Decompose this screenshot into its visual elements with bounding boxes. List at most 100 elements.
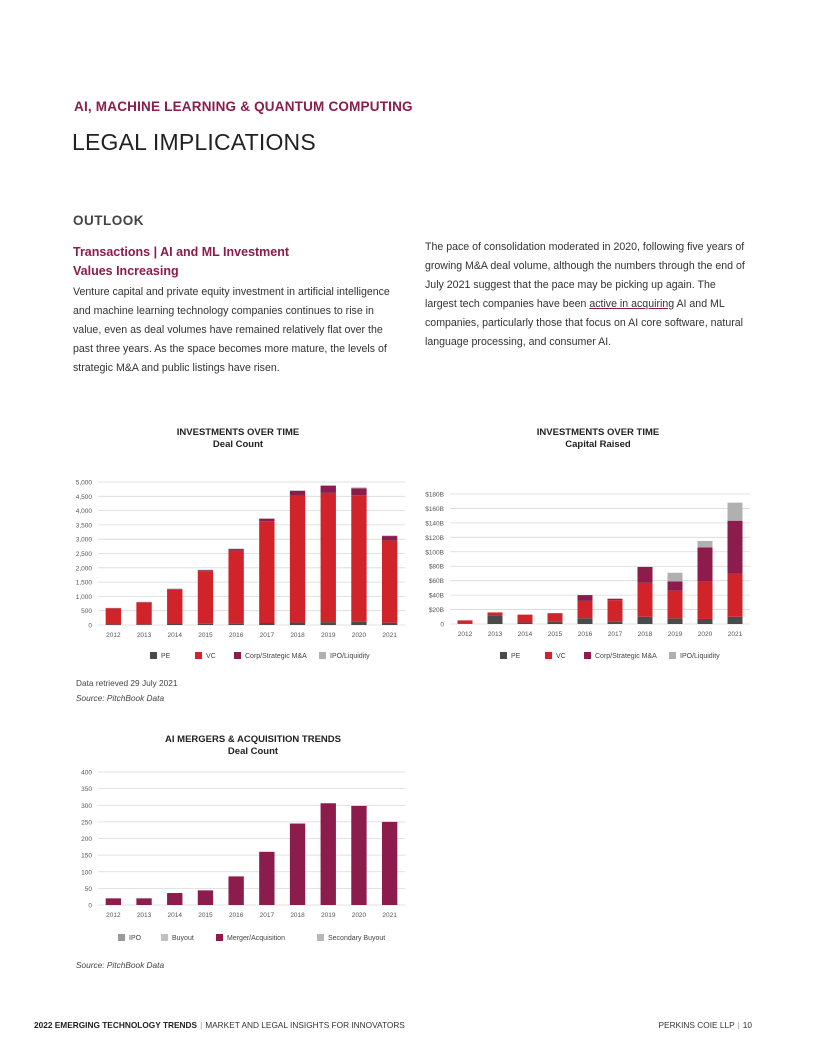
x-tick-label: 2014 (518, 631, 533, 638)
data-retrieved-note: Data retrieved 29 July 2021 (76, 678, 178, 688)
y-tick-label: $120B (425, 535, 444, 542)
bar-vc-2020 (351, 495, 367, 622)
bar-vc-2013 (487, 612, 503, 616)
bar-vc-2017 (607, 600, 623, 622)
x-tick-label: 2020 (352, 632, 367, 639)
legend-label: Buyout (172, 935, 194, 942)
legend-label: IPO (129, 935, 142, 942)
legend-swatch (319, 652, 326, 659)
legend-swatch (234, 652, 241, 659)
legend-label: Corp/Strategic M&A (245, 653, 307, 660)
y-tick-label: $160B (425, 506, 444, 513)
legend-label: Corp/Strategic M&A (595, 653, 657, 660)
y-tick-label: 0 (88, 903, 92, 910)
footer-left: 2022 EMERGING TECHNOLOGY TRENDS | MARKET A… (34, 1020, 405, 1030)
bar-pe-2019 (667, 618, 683, 624)
footer-subtitle: MARKET AND LEGAL INSIGHTS FOR INNOVATORS (205, 1020, 405, 1030)
bar-ipo-liquidity-2021 (727, 502, 743, 521)
section-label: AI, MACHINE LEARNING & QUANTUM COMPUTING (74, 99, 413, 114)
bar-ipo-liquidity-2018 (289, 490, 306, 491)
bar-ipo-liquidity-2013 (136, 601, 152, 603)
legend-swatch (545, 652, 552, 659)
bar-ipo-liquidity-2019 (667, 572, 683, 582)
bar-corp-strategic-m-a-2015 (197, 569, 214, 572)
y-tick-label: $20B (429, 607, 444, 614)
bar-pe-2018 (637, 616, 653, 624)
legend-label: PE (511, 653, 521, 660)
bar-pe-2014 (517, 622, 533, 624)
x-tick-label: 2021 (728, 631, 743, 638)
bar-pe-2012 (457, 623, 473, 624)
x-tick-label: 2019 (668, 631, 683, 638)
bar-pe-2017 (259, 622, 275, 625)
bar-vc-2021 (727, 573, 743, 617)
chart1-heading: INVESTMENTS OVER TIME Deal Count (100, 427, 376, 451)
bar-pe-2015 (547, 621, 563, 624)
bar-pe-2013 (136, 624, 152, 625)
x-tick-label: 2012 (106, 912, 121, 919)
bar-pe-2015 (197, 623, 214, 625)
bar-vc-2015 (547, 613, 563, 622)
bar-vc-2012 (105, 608, 122, 625)
paragraph-right: The pace of consolidation moderated in 2… (425, 238, 745, 352)
bar-corp-strategic-m-a-2020 (351, 488, 367, 496)
bar-pe-2017 (607, 621, 623, 624)
bar-vc-2014 (167, 589, 183, 624)
y-tick-label: $100B (425, 549, 444, 556)
bar-vc-2016 (228, 550, 244, 624)
chart1-subtitle: Deal Count (212, 439, 264, 450)
y-tick-label: 3,000 (76, 537, 93, 544)
legend-swatch (150, 652, 157, 659)
x-tick-label: 2017 (608, 631, 623, 638)
legend-label: IPO/Liquidity (680, 653, 720, 660)
y-tick-label: 1,000 (76, 594, 93, 601)
chart3-title: AI MERGERS & ACQUISITION TRENDS (165, 734, 341, 745)
bar-corp-strategic-m-a-2018 (637, 566, 653, 583)
bar-vc-2020 (697, 581, 713, 619)
page-number: 10 (742, 1020, 752, 1030)
legend-label: VC (556, 653, 566, 660)
x-tick-label: 2014 (168, 912, 183, 919)
bar-ipo-liquidity-2019 (320, 485, 336, 486)
source-note-2: Source: PitchBook Data (76, 960, 165, 970)
bar-vc-2015 (197, 571, 214, 624)
bar-corp-strategic-m-a-2015 (547, 613, 563, 614)
transactions-subheading: Transactions | AI and ML Investment Valu… (73, 245, 290, 278)
paragraph-right-text-2: AI and ML companies, particularly those … (425, 298, 743, 348)
y-tick-label: $180B (425, 492, 444, 499)
bar-merger-acquisition-2013 (136, 898, 152, 905)
legend-swatch (584, 652, 591, 659)
bar-ipo-liquidity-2014 (167, 588, 183, 590)
legend-swatch (118, 934, 125, 941)
page-title: LEGAL IMPLICATIONS (72, 129, 316, 155)
bar-corp-strategic-m-a-2019 (320, 485, 336, 493)
x-tick-label: 2019 (321, 912, 336, 919)
active-in-acquiring-link[interactable]: active in acquiring (589, 298, 675, 310)
x-tick-label: 2019 (321, 632, 336, 639)
x-tick-label: 2017 (260, 632, 275, 639)
x-tick-label: 2015 (198, 912, 213, 919)
legend-label: IPO/Liquidity (330, 653, 370, 660)
legend-swatch (317, 934, 324, 941)
bar-merger-acquisition-2020 (351, 805, 367, 905)
x-tick-label: 2018 (290, 632, 305, 639)
chart-ma-trends-deal-count: 0 50 100 150 200 250 300 350 400 2012 2013 2014 2015… (81, 770, 405, 942)
bar-corp-strategic-m-a-2019 (667, 581, 683, 591)
y-tick-label: 100 (81, 869, 92, 876)
y-tick-label: $60B (429, 578, 444, 585)
footer-separator: | (200, 1020, 203, 1030)
y-tick-label: 350 (81, 786, 92, 793)
x-tick-label: 2015 (548, 631, 563, 638)
x-tick-label: 2013 (137, 912, 152, 919)
chart3-heading: AI MERGERS & ACQUISITION TRENDS Deal Cou… (115, 734, 391, 758)
bar-merger-acquisition-2018 (289, 823, 306, 905)
y-tick-label: 0 (440, 622, 444, 629)
x-tick-label: 2016 (229, 632, 244, 639)
y-tick-label: 5,000 (76, 480, 93, 487)
y-tick-label: 200 (81, 836, 92, 843)
bar-pe-2020 (697, 618, 713, 624)
y-tick-label: 400 (81, 770, 92, 777)
y-tick-label: 2,500 (76, 551, 93, 558)
x-tick-label: 2021 (382, 632, 397, 639)
legend-swatch (216, 934, 223, 941)
